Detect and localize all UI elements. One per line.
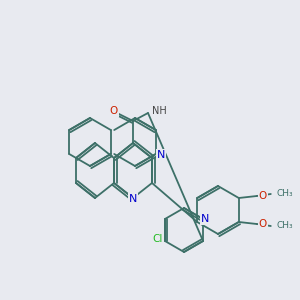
Text: NH: NH bbox=[152, 106, 167, 116]
Text: N: N bbox=[201, 214, 209, 224]
Text: N: N bbox=[129, 194, 137, 204]
Text: CH₃: CH₃ bbox=[277, 221, 293, 230]
Text: N: N bbox=[157, 150, 165, 160]
Text: O: O bbox=[259, 191, 267, 201]
Text: CH₃: CH₃ bbox=[277, 190, 293, 199]
Text: Cl: Cl bbox=[153, 234, 163, 244]
Text: O: O bbox=[259, 219, 267, 229]
Text: O: O bbox=[110, 106, 118, 116]
